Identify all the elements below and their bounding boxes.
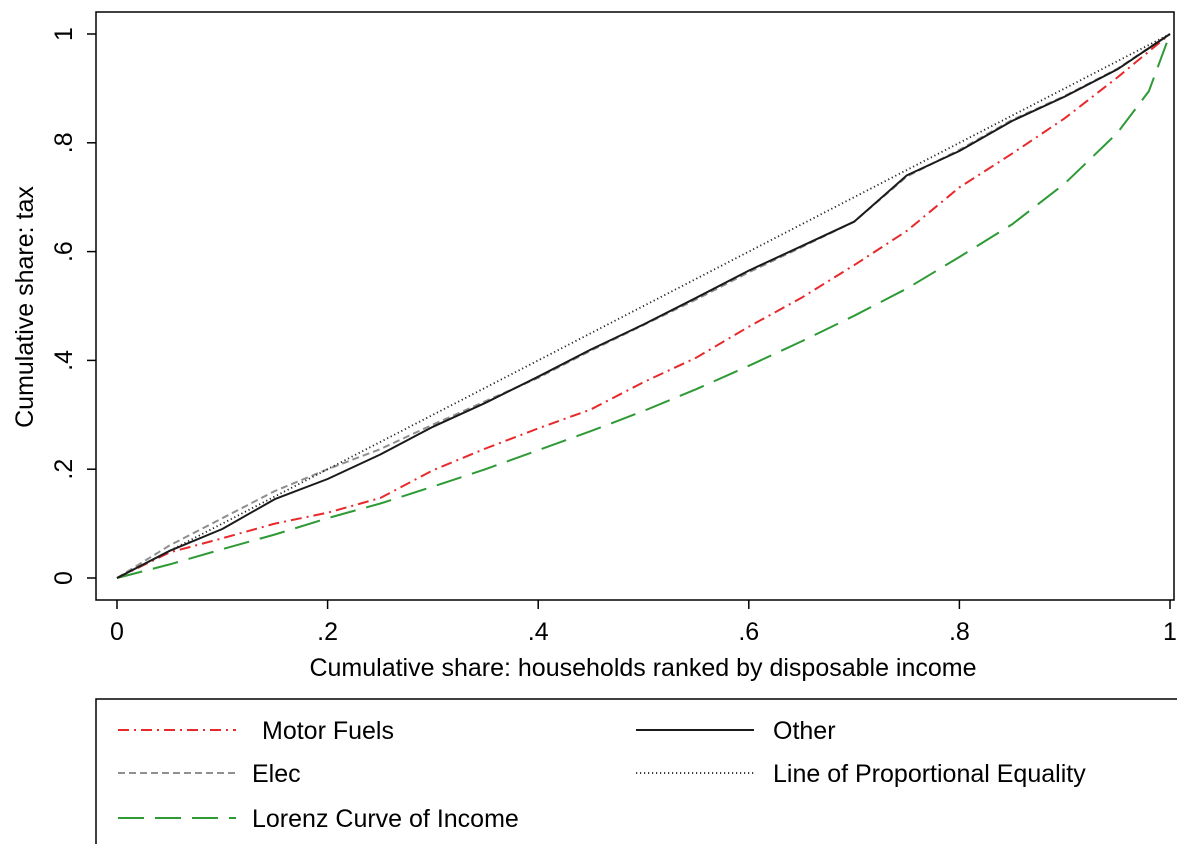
x-axis-title: Cumulative share: households ranked by d… [309, 654, 976, 682]
legend-label: Lorenz Curve of Income [252, 805, 519, 833]
x-tick-label: .6 [738, 618, 759, 646]
y-tick-label: .4 [50, 350, 78, 371]
legend-label: Motor Fuels [262, 717, 394, 745]
x-tick-label: 1 [1163, 618, 1177, 646]
legend-label: Other [773, 717, 836, 745]
series-layer [116, 33, 1171, 579]
series-line-motor-fuels [116, 33, 1171, 579]
y-tick-label: .6 [50, 241, 78, 262]
x-axis: 0 .2 .4 .6 .8 1 [110, 600, 1177, 646]
legend-label: Line of Proportional Equality [773, 760, 1086, 788]
y-axis: 0 .2 .4 .6 .8 1 [50, 27, 96, 585]
x-tick-label: .4 [528, 618, 549, 646]
legend: Motor Fuels Other Elec Line of Proportional… [95, 698, 1177, 844]
x-tick-label: 0 [110, 618, 124, 646]
x-tick-label: .8 [949, 618, 970, 646]
series-line-other [116, 33, 1171, 579]
series-line-line-of-proportional-equality [116, 33, 1171, 579]
x-tick-label: .2 [317, 618, 338, 646]
legend-label: Elec [252, 760, 301, 788]
y-tick-label: 1 [50, 27, 78, 41]
series-line-lorenz-curve-of-income [116, 33, 1171, 579]
legend-box [95, 698, 1177, 844]
plot-frame [95, 11, 1175, 601]
y-tick-label: 0 [50, 571, 78, 585]
y-tick-label: .2 [50, 459, 78, 480]
y-tick-label: .8 [50, 132, 78, 153]
y-axis-title: Cumulative share: tax [11, 186, 39, 428]
